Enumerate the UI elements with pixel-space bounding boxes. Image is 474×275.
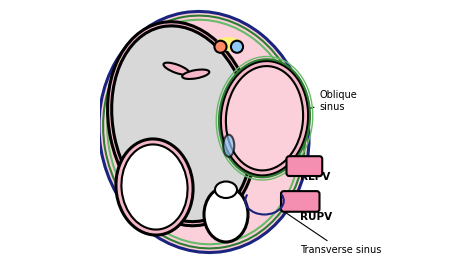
Ellipse shape (116, 139, 193, 235)
Circle shape (231, 41, 243, 53)
FancyBboxPatch shape (286, 156, 322, 176)
Text: Left
atrium: Left atrium (241, 101, 283, 130)
Ellipse shape (108, 22, 256, 226)
Circle shape (214, 41, 227, 53)
Text: RUPV: RUPV (300, 204, 332, 222)
Text: Transverse sinus: Transverse sinus (281, 209, 382, 255)
Ellipse shape (215, 182, 237, 198)
Ellipse shape (182, 70, 210, 79)
Ellipse shape (121, 144, 188, 230)
Ellipse shape (226, 66, 303, 170)
Text: Left
ventricle: Left ventricle (146, 115, 201, 143)
Ellipse shape (164, 63, 190, 75)
Text: RV: RV (149, 180, 165, 194)
Ellipse shape (112, 26, 252, 222)
Ellipse shape (223, 135, 234, 157)
Ellipse shape (215, 37, 243, 51)
Text: Aorta: Aorta (209, 213, 243, 227)
Ellipse shape (220, 60, 309, 176)
Text: Oblique
sinus: Oblique sinus (306, 90, 357, 112)
FancyBboxPatch shape (281, 191, 319, 212)
Ellipse shape (204, 187, 248, 242)
Ellipse shape (99, 12, 309, 252)
Text: RLPV: RLPV (300, 166, 330, 182)
